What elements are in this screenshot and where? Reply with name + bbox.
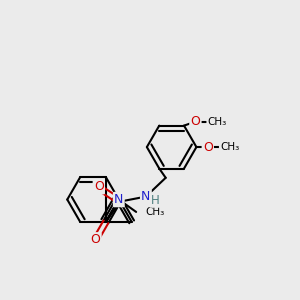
Text: O: O: [91, 233, 100, 246]
Text: O: O: [94, 180, 104, 193]
Text: N: N: [114, 193, 124, 206]
Text: O: O: [190, 115, 200, 128]
Text: N: N: [141, 190, 151, 203]
Text: H: H: [150, 194, 159, 207]
Text: CH₃: CH₃: [208, 117, 227, 127]
Text: CH₃: CH₃: [145, 207, 164, 217]
Text: CH₃: CH₃: [220, 142, 239, 152]
Text: O: O: [203, 141, 213, 154]
